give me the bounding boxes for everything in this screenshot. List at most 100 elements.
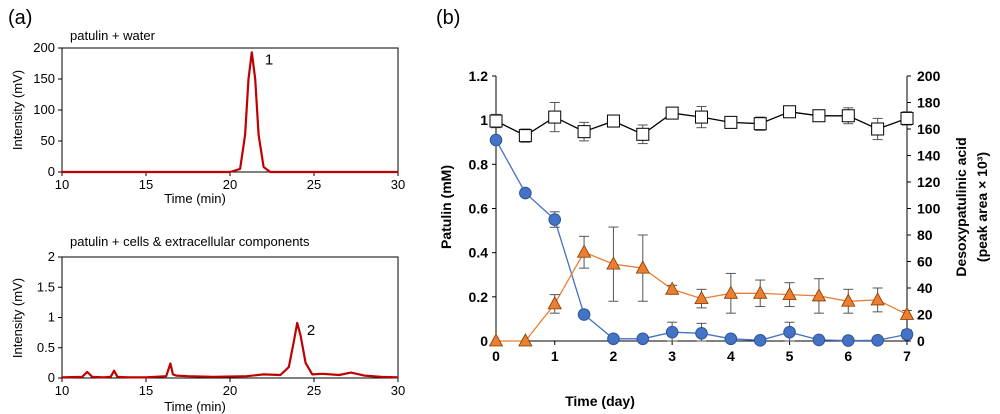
- chart-a1-xlabel: Time (min): [164, 191, 226, 206]
- chart-b-ytick-right-label: 20: [917, 307, 933, 323]
- chart-a1-xtick-label: 25: [307, 177, 321, 192]
- chart-b-series-square-point: [606, 114, 620, 128]
- chart-b-ytick-right-label: 140: [917, 148, 941, 164]
- chart-b-series-circle-point: [724, 332, 738, 346]
- chart-b: Time (day) Patulin (mM) Desoxypatulinic …: [438, 68, 990, 409]
- chart-b-ytick-label: 0.6: [469, 201, 489, 217]
- chart-a1-xtick-label: 20: [223, 177, 237, 192]
- chart-a1-title: patulin + water: [70, 28, 156, 43]
- chart-b-xtick-label: 6: [844, 348, 852, 364]
- chart-b-series-triangle-point: [635, 260, 650, 274]
- chart-b-series-triangle-point: [606, 256, 621, 270]
- chart-b-series-circle-point: [577, 308, 591, 321]
- chart-a1-ytick-label: 150: [33, 71, 55, 86]
- chart-b-series-triangle-point: [723, 285, 739, 299]
- chart-a2-ytick-label: 1.5: [37, 279, 55, 294]
- chart-a2-plot-frame: [61, 256, 399, 379]
- chart-b-series-triangle-point: [664, 281, 680, 295]
- panel-label-b: (b): [436, 7, 460, 29]
- chart-a2-ytick-label: 1: [48, 310, 55, 325]
- chart-a2-peak-label: 2: [307, 322, 315, 339]
- chart-b-series-triangle-point: [811, 288, 827, 302]
- chart-b-series-square-point: [783, 105, 797, 119]
- chart-a1-plot-frame: [61, 47, 399, 173]
- chart-a2-xtick-label: 25: [307, 383, 321, 398]
- chart-b-xtick-label: 1: [551, 348, 559, 364]
- chart-b-ytick-label: 1.2: [469, 68, 489, 84]
- chart-a1-peak-label: 1: [265, 51, 273, 68]
- chart-b-series-circle-point: [548, 213, 562, 226]
- chart-b-series-square-point: [665, 106, 679, 120]
- panel-label-a: (a): [8, 7, 32, 29]
- chart-b-xtick-label: 4: [727, 348, 735, 364]
- chart-b-ytick-label: 1: [480, 112, 488, 128]
- chart-b-series-triangle-point: [899, 306, 915, 320]
- chart-b-ytick-right-label: 100: [917, 201, 941, 217]
- chart-b-xtick-label: 7: [903, 348, 911, 364]
- chart-b-series-triangle-point: [753, 285, 768, 299]
- chart-b-series-circle-point: [753, 334, 767, 347]
- chart-a1-ytick-label: 200: [33, 40, 55, 55]
- chart-b-series-square-point: [724, 115, 738, 129]
- chart-a1-series-line: [62, 51, 398, 174]
- chart-b-series-circle-point: [783, 325, 796, 339]
- chart-a2-ylabel: Intensity (mV): [10, 278, 25, 358]
- chart-b-series-square-point: [636, 127, 650, 141]
- chart-a2-xtick-label: 20: [223, 383, 237, 398]
- chart-b-series-circle-point: [607, 332, 620, 346]
- chart-a2-xtick-label: 30: [391, 383, 405, 398]
- chart-a2-ytick-label: 0.5: [37, 340, 55, 355]
- chart-b-ytick-right-label: 120: [917, 174, 941, 190]
- chart-a1-ytick-label: 100: [33, 102, 55, 117]
- chart-b-series-triangle-point: [488, 333, 504, 347]
- chart-b-series-circle-point: [900, 328, 914, 341]
- chart-b-series-circle-point: [636, 332, 650, 346]
- chart-a1: patulin + water Time (min) Intensity (mV…: [10, 28, 405, 206]
- chart-b-series-square-point: [812, 109, 826, 123]
- chart-b-series-square-point: [489, 114, 503, 128]
- chart-a1-xtick-label: 10: [55, 177, 69, 192]
- chart-b-series-triangle-point: [870, 292, 885, 306]
- chart-b-xtick-label: 3: [668, 348, 676, 364]
- chart-b-xlabel: Time (day): [565, 393, 635, 409]
- chart-a1-ytick-label: 0: [48, 164, 55, 179]
- chart-b-series-square-point: [841, 109, 855, 123]
- chart-b-series-square-point: [518, 129, 532, 143]
- chart-b-ytick-right-label: 160: [917, 121, 941, 137]
- chart-b-series-square-point: [695, 110, 708, 124]
- chart-a2-ytick-label: 2: [48, 249, 55, 264]
- chart-b-series-circle-point: [665, 325, 679, 339]
- chart-b-series-square-point: [577, 125, 591, 139]
- chart-b-ytick-right-label: 80: [917, 227, 933, 243]
- chart-b-series-triangle-point: [841, 293, 856, 307]
- chart-a2-ytick-label: 0: [48, 370, 55, 385]
- chart-b-series-circle-line: [495, 139, 908, 342]
- chart-b-series-circle-point: [841, 334, 855, 347]
- chart-b-series-square-point: [548, 110, 562, 124]
- chart-b-series-circle-point: [871, 334, 884, 347]
- chart-b-ytick-right-label: 60: [917, 254, 933, 270]
- chart-b-series-circle-point: [489, 133, 503, 147]
- chart-a2: patulin + cells & extracellular componen…: [10, 234, 405, 414]
- chart-b-ytick-label: 0.2: [469, 289, 489, 305]
- chart-b-ytick-label: 0.4: [469, 245, 489, 261]
- chart-a1-xtick-label: 30: [391, 177, 405, 192]
- chart-b-series-triangle-point: [576, 244, 592, 258]
- chart-b-series-square-point: [900, 111, 914, 125]
- chart-b-series-triangle-point: [782, 286, 797, 301]
- chart-a2-xlabel: Time (min): [164, 399, 226, 414]
- chart-b-series-square-point: [871, 122, 885, 136]
- chart-b-xtick-label: 2: [610, 348, 618, 364]
- chart-b-ytick-right-label: 180: [917, 95, 941, 111]
- chart-b-series-square-point: [753, 117, 767, 131]
- chart-a1-xtick-label: 15: [139, 177, 153, 192]
- chart-b-series-triangle-point: [547, 296, 562, 310]
- chart-b-series-circle-point: [812, 333, 826, 347]
- chart-b-ytick-right-label: 200: [917, 68, 941, 84]
- chart-b-xtick-label: 0: [492, 348, 500, 364]
- chart-a2-xtick-label: 10: [55, 383, 69, 398]
- chart-b-series-circle-point: [695, 326, 708, 340]
- chart-b-ylabel: Patulin (mM): [438, 165, 454, 249]
- chart-a1-ylabel: Intensity (mV): [10, 70, 25, 150]
